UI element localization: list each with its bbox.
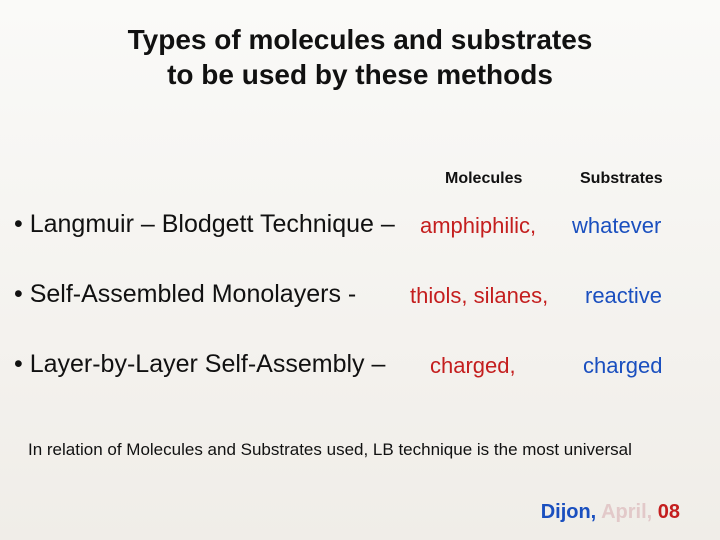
column-header-substrates: Substrates [580,170,663,188]
molecules-r1: amphiphilic, [420,213,536,239]
footer-month: April, [601,501,652,523]
footer: Dijon, April, 08 [541,501,680,524]
substrates-r2: reactive [585,283,662,309]
slide: Types of molecules and substrates to be … [0,0,720,540]
footer-city: Dijon, [541,501,597,523]
slide-title: Types of molecules and substrates to be … [0,0,720,92]
molecules-r2: thiols, silanes, [410,283,548,309]
title-line-1: Types of molecules and substrates [0,22,720,57]
title-line-2: to be used by these methods [0,57,720,92]
technique-layer-by-layer: • Layer-by-Layer Self-Assembly – [14,350,385,379]
column-header-molecules: Molecules [445,170,522,188]
footnote-text: In relation of Molecules and Substrates … [28,440,632,460]
technique-self-assembled-monolayers: • Self-Assembled Monolayers - [14,280,356,309]
substrates-r3: charged [583,353,663,379]
molecules-r3: charged, [430,353,516,379]
footer-year: 08 [658,501,680,523]
substrates-r1: whatever [572,213,661,239]
technique-langmuir-blodgett: • Langmuir – Blodgett Technique – [14,210,395,239]
